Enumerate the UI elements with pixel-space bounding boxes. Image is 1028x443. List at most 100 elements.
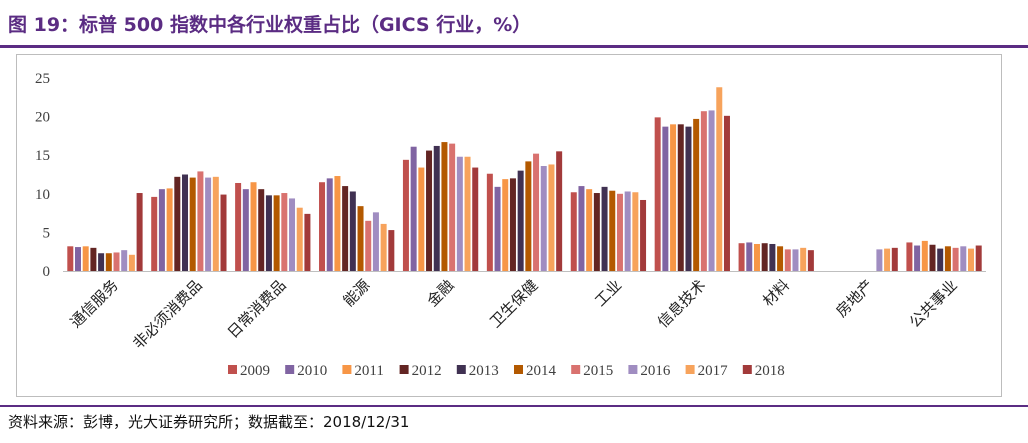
bar [441,142,448,271]
bar [212,176,219,271]
legend-label: 2013 [469,363,499,379]
legend-label: 2009 [240,363,270,379]
legend-label: 2012 [412,363,442,379]
bar [380,223,387,271]
x-tick-label: 公共事业 [906,277,960,331]
bar [884,248,891,271]
bar [929,244,936,271]
bar [75,247,81,271]
bar [242,189,249,271]
y-tick-label: 0 [43,264,51,280]
legend-label: 2018 [755,363,785,379]
x-tick-label: 材料 [760,277,793,310]
bar [449,143,456,271]
x-tick-label: 非必须消费品 [130,277,206,353]
bar [952,247,959,271]
bar [166,188,173,271]
x-tick-label: 卫生保健 [487,277,541,331]
title-rule [0,45,1028,48]
bar [800,247,807,271]
bar [365,220,372,271]
bar [677,124,684,271]
bar [716,87,723,271]
bar [616,193,623,271]
bar [342,186,349,271]
bar [205,177,212,271]
bar [296,207,303,271]
bar [113,252,120,271]
chart-frame [16,54,1002,397]
bar [746,242,753,271]
y-tick-label: 5 [43,225,51,241]
legend-label: 2015 [583,363,613,379]
bar [265,195,272,271]
bar [601,186,608,271]
legend-label: 2014 [526,363,557,379]
bar [319,182,326,271]
bar [723,115,730,271]
bar [418,167,425,271]
bar [753,243,760,271]
bar [197,171,204,271]
legend-swatch [742,365,752,374]
legend-swatch [514,365,523,374]
bar [433,145,440,271]
bar [349,191,356,271]
bar [593,193,600,271]
legend-swatch [456,365,466,374]
bar [891,247,898,271]
legend-label: 2010 [297,363,327,379]
bar [456,156,463,271]
bar [128,254,135,271]
legend-label: 2011 [354,363,383,379]
bar [289,198,296,271]
bar [540,166,547,271]
figure-title: 图 19：标普 500 指数中各行业权重占比（GICS 行业，%） [8,14,532,36]
bar [670,124,677,271]
bar [258,189,265,271]
bar [136,193,143,271]
bar [67,246,74,271]
bar [906,242,913,271]
legend-swatch [228,365,237,374]
bar [220,194,227,271]
bar [662,126,669,271]
bar [738,243,745,271]
bar [326,178,333,271]
bar [578,186,585,271]
x-tick-label: 通信服务 [67,277,121,331]
bar [784,249,791,271]
x-tick-label: 日常消费品 [225,277,290,342]
bar [533,153,540,271]
bar [570,192,577,271]
bar [502,179,509,271]
bar [281,193,288,271]
bar [777,246,784,271]
bar [792,249,799,271]
y-tick-label: 20 [35,110,50,126]
bar [402,159,409,271]
bar [708,110,715,271]
bar [960,246,967,271]
y-tick-label: 10 [35,187,50,203]
bar [357,206,364,271]
bar [761,243,768,271]
legend-swatch [685,365,695,374]
bar [654,117,661,271]
bar [90,247,97,271]
x-tick-label: 金融 [424,277,457,310]
legend-label: 2016 [640,363,671,379]
source-note: 资料来源：彭博，光大证券研究所；数据截至：2018/12/31 [8,413,410,431]
bar [189,177,196,271]
bar [685,126,692,271]
bar [82,246,89,271]
legend-swatch [399,365,409,374]
bar [250,182,257,271]
bar [624,191,631,271]
bar [876,249,883,271]
bar [807,250,814,271]
bar [273,195,280,271]
source-rule [0,405,1028,407]
bar [937,248,944,271]
bar [464,156,471,271]
